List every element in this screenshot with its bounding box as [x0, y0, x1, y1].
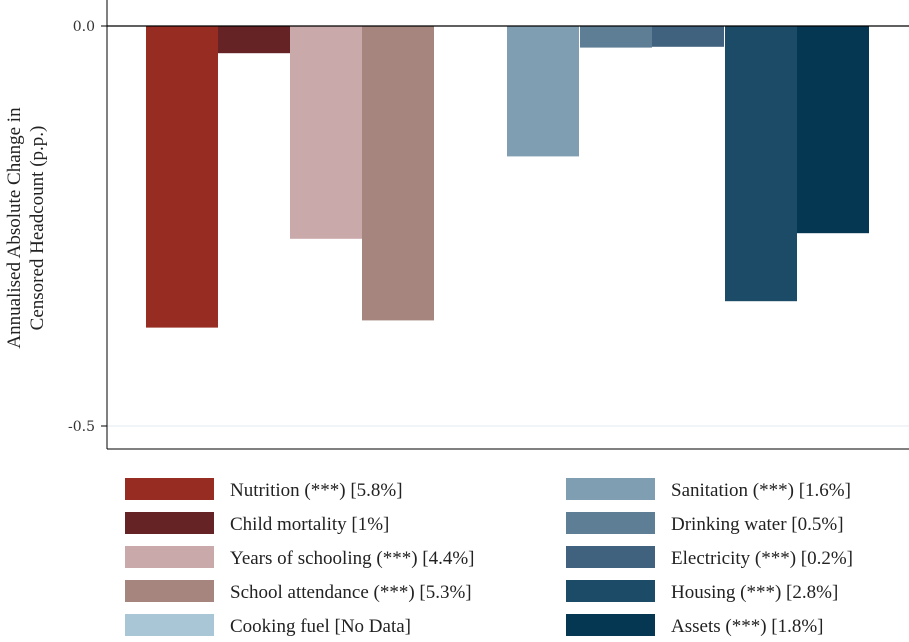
legend-swatch — [125, 512, 214, 534]
legend-label: Sanitation (***) [1.6%] — [671, 480, 851, 501]
legend-swatch — [566, 478, 655, 500]
legend-label: Electricity (***) [0.2%] — [671, 548, 853, 569]
legend-label: Child mortality [1%] — [230, 514, 389, 535]
legend-item: School attendance (***) [5.3%] — [125, 580, 472, 603]
legend-label: Drinking water [0.5%] — [671, 514, 844, 535]
legend-label: School attendance (***) [5.3%] — [230, 582, 472, 603]
legend: Nutrition (***) [5.8%] Child mortality [1… — [125, 478, 853, 637]
legend-swatch — [125, 546, 214, 568]
bar-1 — [146, 26, 218, 328]
legend-label: Cooking fuel [No Data] — [230, 616, 411, 637]
legend-item: Housing (***) [2.8%] — [566, 580, 838, 603]
bars — [146, 26, 869, 328]
y-tick-label: -0.5 — [68, 419, 95, 435]
legend-label: Nutrition (***) [5.8%] — [230, 480, 403, 501]
bar-6 — [507, 26, 579, 157]
bar-8 — [652, 26, 724, 47]
legend-item: Drinking water [0.5%] — [566, 512, 844, 535]
bar-4 — [362, 26, 434, 321]
bar-7 — [580, 26, 652, 48]
y-ticks: 0.0 -0.5 — [68, 19, 107, 435]
legend-item: Electricity (***) [0.2%] — [566, 546, 853, 569]
legend-item: Nutrition (***) [5.8%] — [125, 478, 403, 501]
legend-item: Child mortality [1%] — [125, 512, 389, 535]
legend-label: Assets (***) [1.8%] — [671, 616, 824, 637]
legend-swatch — [566, 580, 655, 602]
bar-10 — [797, 26, 869, 234]
legend-swatch — [566, 512, 655, 534]
legend-swatch — [125, 478, 214, 500]
legend-item: Assets (***) [1.8%] — [566, 614, 824, 637]
legend-swatch — [125, 614, 214, 636]
legend-item: Sanitation (***) [1.6%] — [566, 478, 851, 501]
legend-swatch — [125, 580, 214, 602]
legend-swatch — [566, 614, 655, 636]
legend-label: Housing (***) [2.8%] — [671, 582, 838, 603]
y-tick-label: 0.0 — [73, 19, 95, 35]
bar-9 — [725, 26, 797, 302]
bar-3 — [290, 26, 362, 239]
legend-label: Years of schooling (***) [4.4%] — [230, 548, 475, 569]
y-axis-title-line-1: Annualised Absolute Change in — [4, 107, 25, 349]
legend-item: Years of schooling (***) [4.4%] — [125, 546, 475, 569]
legend-swatch — [566, 546, 655, 568]
legend-item: Cooking fuel [No Data] — [125, 614, 411, 637]
bar-2 — [218, 26, 290, 54]
y-axis-title-line-2: Censored Headcount (p.p.) — [27, 126, 48, 331]
